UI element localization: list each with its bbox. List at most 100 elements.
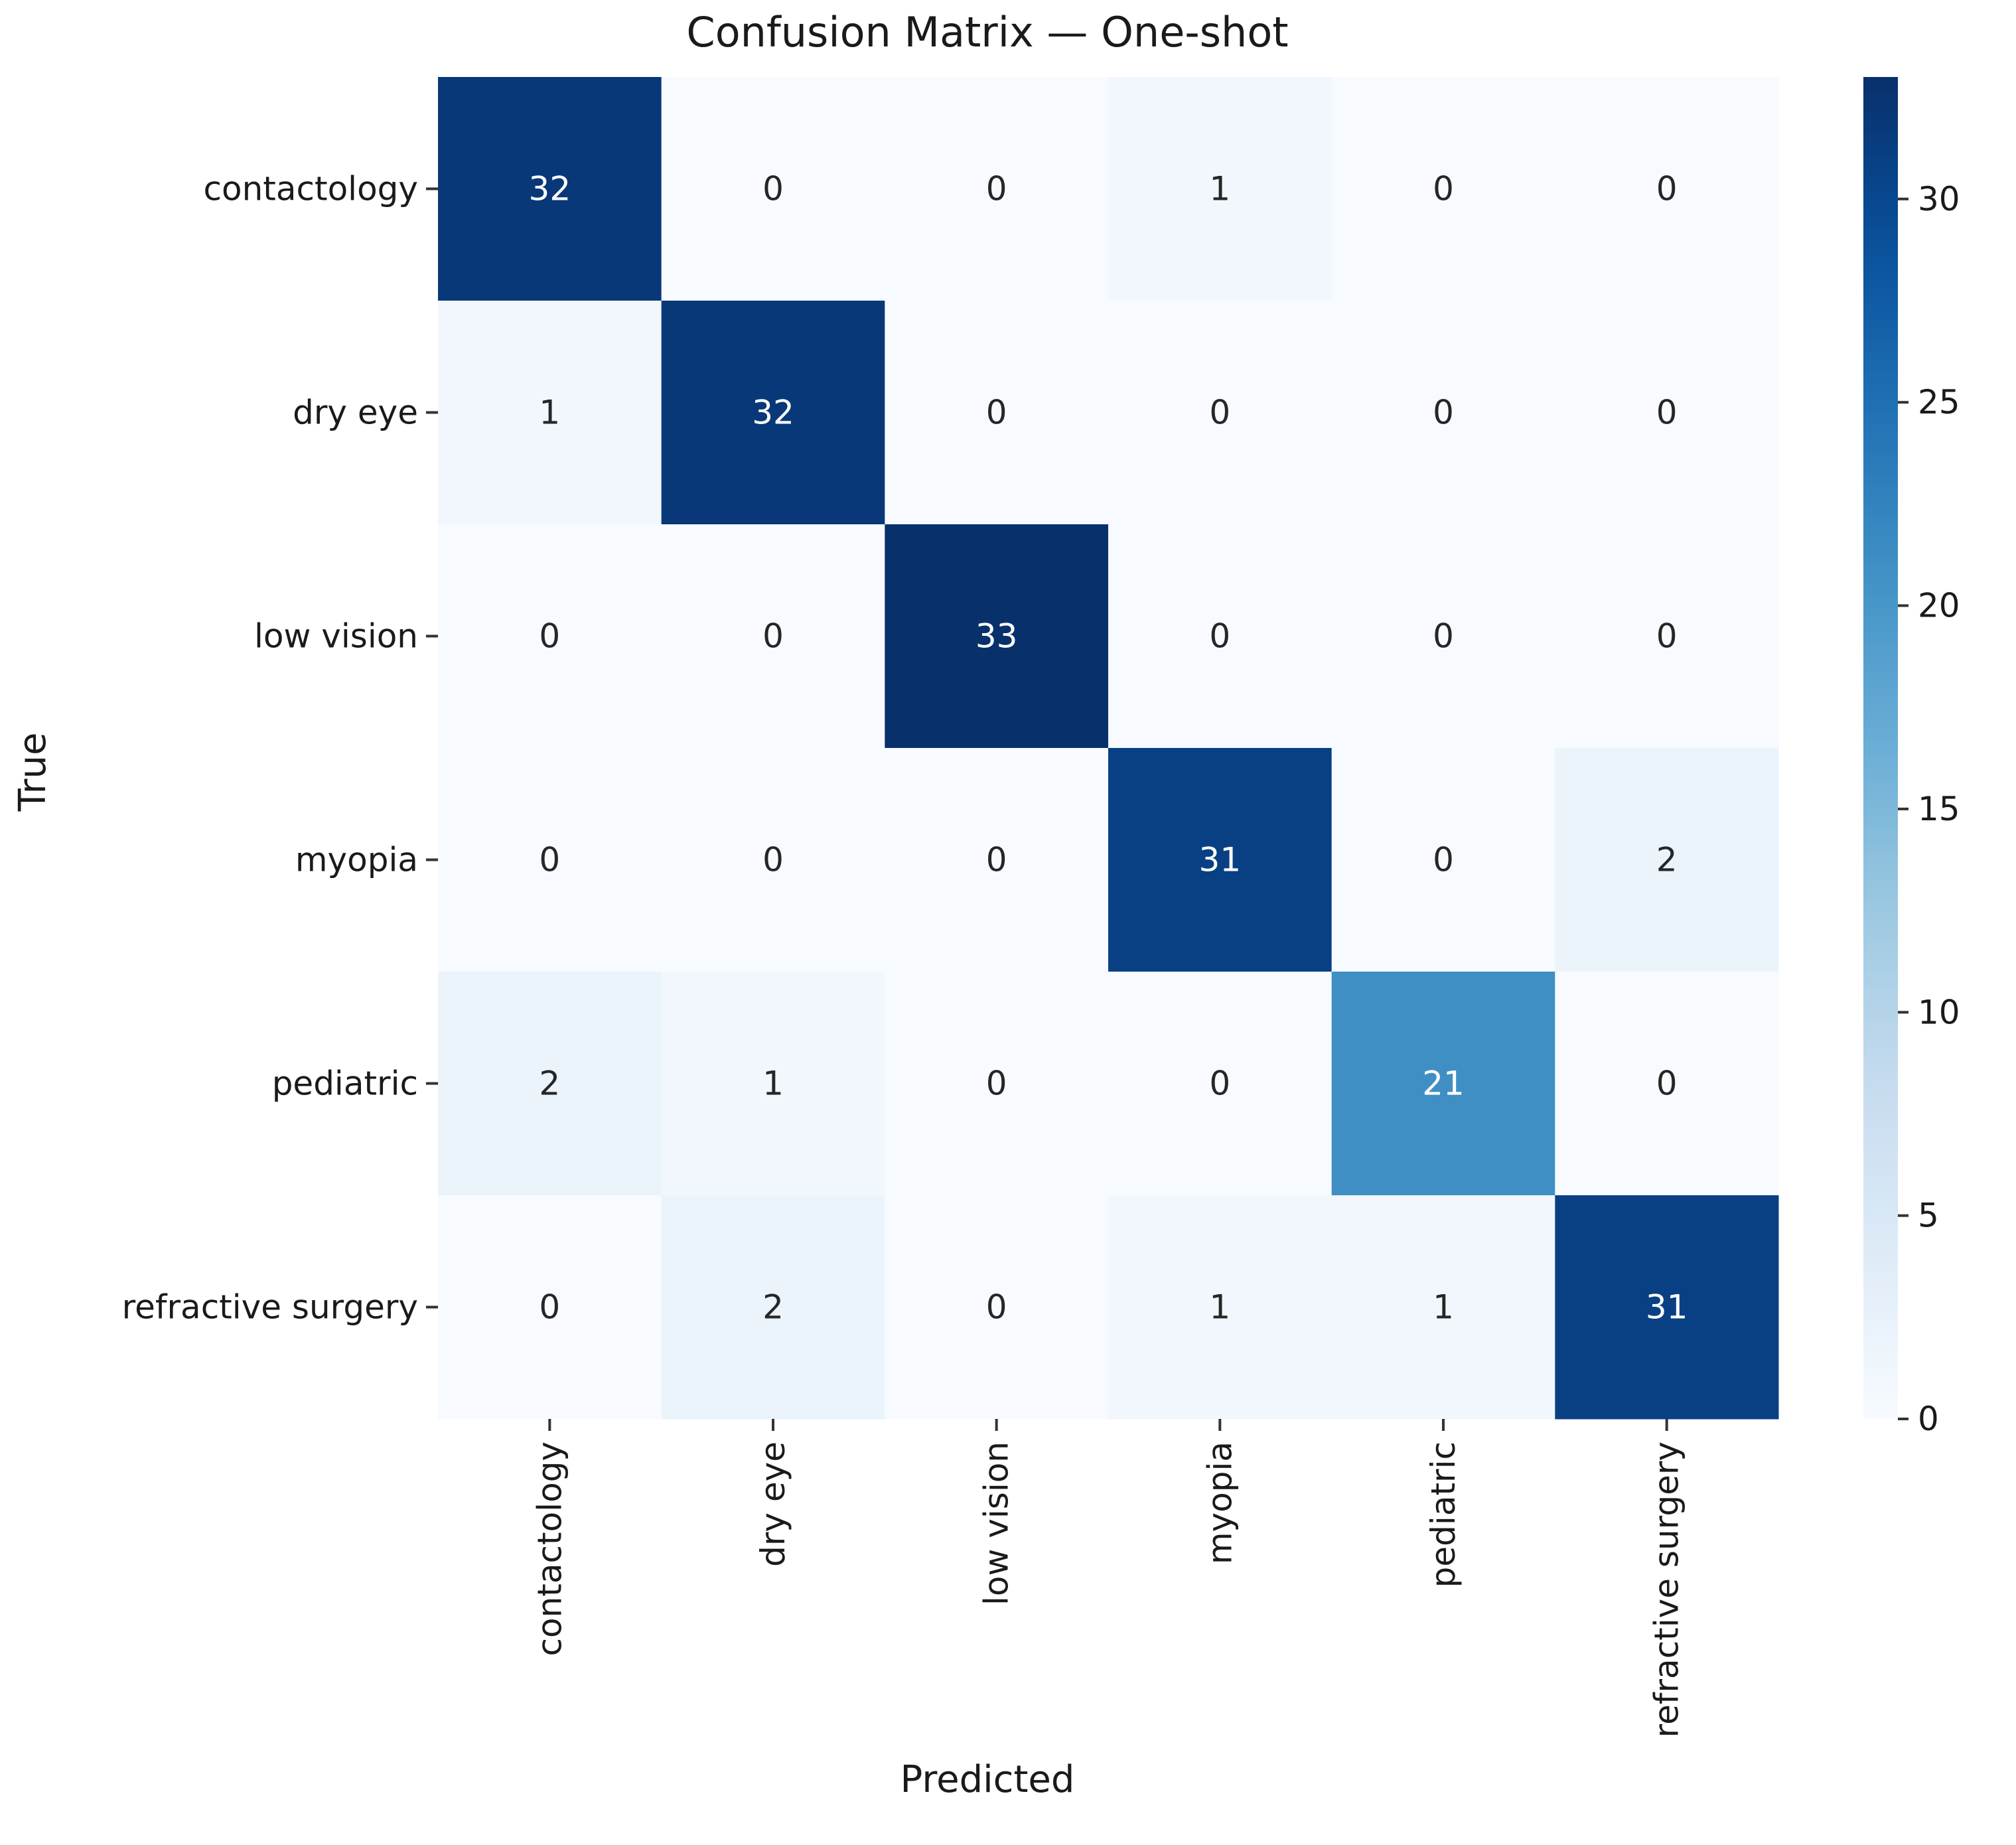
heatmap-cell [885, 972, 1109, 1196]
colorbar: 0 5 10 15 20 25 30 [1863, 77, 1960, 1438]
cell-value-label: 33 [975, 617, 1018, 656]
cell-value-label: 0 [1433, 617, 1454, 656]
heatmap-cell [438, 77, 662, 301]
cell-value-label: 31 [1646, 1288, 1688, 1327]
heatmap-cell [1555, 301, 1779, 525]
cell-value-label: 0 [1209, 394, 1230, 432]
cell-value-label: 0 [986, 841, 1007, 879]
heatmap-cells [438, 77, 1779, 1420]
x-tick-label: myopia [1200, 1441, 1239, 1564]
colorbar-tick-label: 20 [1918, 587, 1960, 625]
cell-value-label: 0 [1656, 1065, 1678, 1103]
heatmap-cell [1108, 1195, 1332, 1420]
heatmap-cell [438, 748, 662, 972]
y-tick-label: refractive surgery [122, 1288, 418, 1327]
cell-value-label: 0 [1433, 394, 1454, 432]
heatmap-cell [438, 524, 662, 749]
cell-value-label: 0 [1656, 617, 1678, 656]
x-axis-label: Predicted [900, 1758, 1075, 1801]
x-tick-label: pediatric [1424, 1441, 1463, 1587]
colorbar-ticks: 0 5 10 15 20 25 30 [1898, 180, 1960, 1438]
cell-value-label: 0 [539, 617, 560, 656]
y-axis-label: True [11, 733, 54, 812]
heatmap-cell [661, 1195, 885, 1420]
x-axis: contactology dry eye low vision myopia pedia… [530, 1419, 1686, 1737]
heatmap-cell [661, 524, 885, 749]
heatmap-cell [1331, 972, 1555, 1196]
heatmap-cell [1555, 1195, 1779, 1420]
cell-value-label: 1 [1209, 1288, 1230, 1327]
colorbar-tick-label: 25 [1918, 383, 1960, 421]
colorbar-gradient [1863, 77, 1898, 1419]
y-tick-label: dry eye [293, 394, 418, 432]
cell-value-label: 1 [1433, 1288, 1454, 1327]
cell-value-label: 0 [1433, 170, 1454, 208]
heatmap-cell [661, 748, 885, 972]
y-tick-label: myopia [295, 841, 418, 879]
heatmap-cell [1331, 748, 1555, 972]
cell-value-label: 32 [529, 170, 571, 208]
cell-value-label: 32 [752, 394, 794, 432]
x-tick-label: low vision [977, 1441, 1016, 1605]
colorbar-tick-label: 10 [1918, 993, 1960, 1031]
y-tick-label: pediatric [272, 1065, 418, 1103]
heatmap-cell [661, 972, 885, 1196]
heatmap-cell-labels: 32 0 0 1 0 01 32 0 0 0 00 0 33 0 0 00 0 0 31 0 22 1 0 0 21 00 2 0 1 1… [529, 170, 1688, 1327]
cell-value-label: 1 [762, 1065, 784, 1103]
chart-title: Confusion Matrix — One-shot [686, 8, 1288, 56]
cell-value-label: 0 [539, 841, 560, 879]
heatmap-cell [1108, 301, 1332, 525]
colorbar-tick-label: 30 [1918, 180, 1960, 218]
heatmap-cell [885, 748, 1109, 972]
cell-value-label: 0 [986, 1065, 1007, 1103]
heatmap-cell [1555, 748, 1779, 972]
heatmap-cell [1555, 524, 1779, 749]
cell-value-label: 0 [762, 170, 784, 208]
x-tick-label: refractive surgery [1648, 1441, 1686, 1737]
x-tick-label: dry eye [754, 1441, 792, 1567]
cell-value-label: 0 [1433, 841, 1454, 879]
cell-value-label: 0 [539, 1288, 560, 1327]
cell-value-label: 0 [1656, 170, 1678, 208]
cell-value-label: 0 [1209, 617, 1230, 656]
heatmap-cell [1108, 77, 1332, 301]
cell-value-label: 2 [539, 1065, 560, 1103]
colorbar-tick-label: 5 [1918, 1197, 1939, 1235]
colorbar-tick-label: 15 [1918, 790, 1960, 828]
heatmap-cell [1331, 77, 1555, 301]
cell-value-label: 1 [539, 394, 560, 432]
cell-value-label: 0 [1656, 394, 1678, 432]
heatmap-cell [1555, 77, 1779, 301]
x-tick-label: contactology [530, 1441, 569, 1657]
heatmap-cell [438, 1195, 662, 1420]
cell-value-label: 31 [1199, 841, 1242, 879]
heatmap-cell [885, 1195, 1109, 1420]
cell-value-label: 21 [1422, 1065, 1465, 1103]
heatmap-cell [1108, 748, 1332, 972]
heatmap-cell [438, 972, 662, 1196]
cell-value-label: 0 [986, 170, 1007, 208]
colorbar-tick-label: 0 [1918, 1400, 1939, 1438]
cell-value-label: 2 [1656, 841, 1678, 879]
heatmap-cell [1108, 524, 1332, 749]
heatmap-cell [661, 301, 885, 525]
cell-value-label: 0 [986, 1288, 1007, 1327]
heatmap-cell [1555, 972, 1779, 1196]
heatmap-cell [1331, 301, 1555, 525]
heatmap-cell [1331, 1195, 1555, 1420]
cell-value-label: 0 [1209, 1065, 1230, 1103]
heatmap-cell [438, 301, 662, 525]
heatmap-cell [661, 77, 885, 301]
y-axis: contactology dry eye low vision myopia pedia… [122, 170, 438, 1327]
cell-value-label: 0 [762, 841, 784, 879]
cell-value-label: 0 [986, 394, 1007, 432]
heatmap-cell [1108, 972, 1332, 1196]
y-tick-label: contactology [203, 170, 418, 208]
cell-value-label: 2 [762, 1288, 784, 1327]
cell-value-label: 0 [762, 617, 784, 656]
heatmap-cell [1331, 524, 1555, 749]
y-tick-label: low vision [254, 617, 418, 656]
heatmap-cell [885, 301, 1109, 525]
heatmap-cell [885, 77, 1109, 301]
